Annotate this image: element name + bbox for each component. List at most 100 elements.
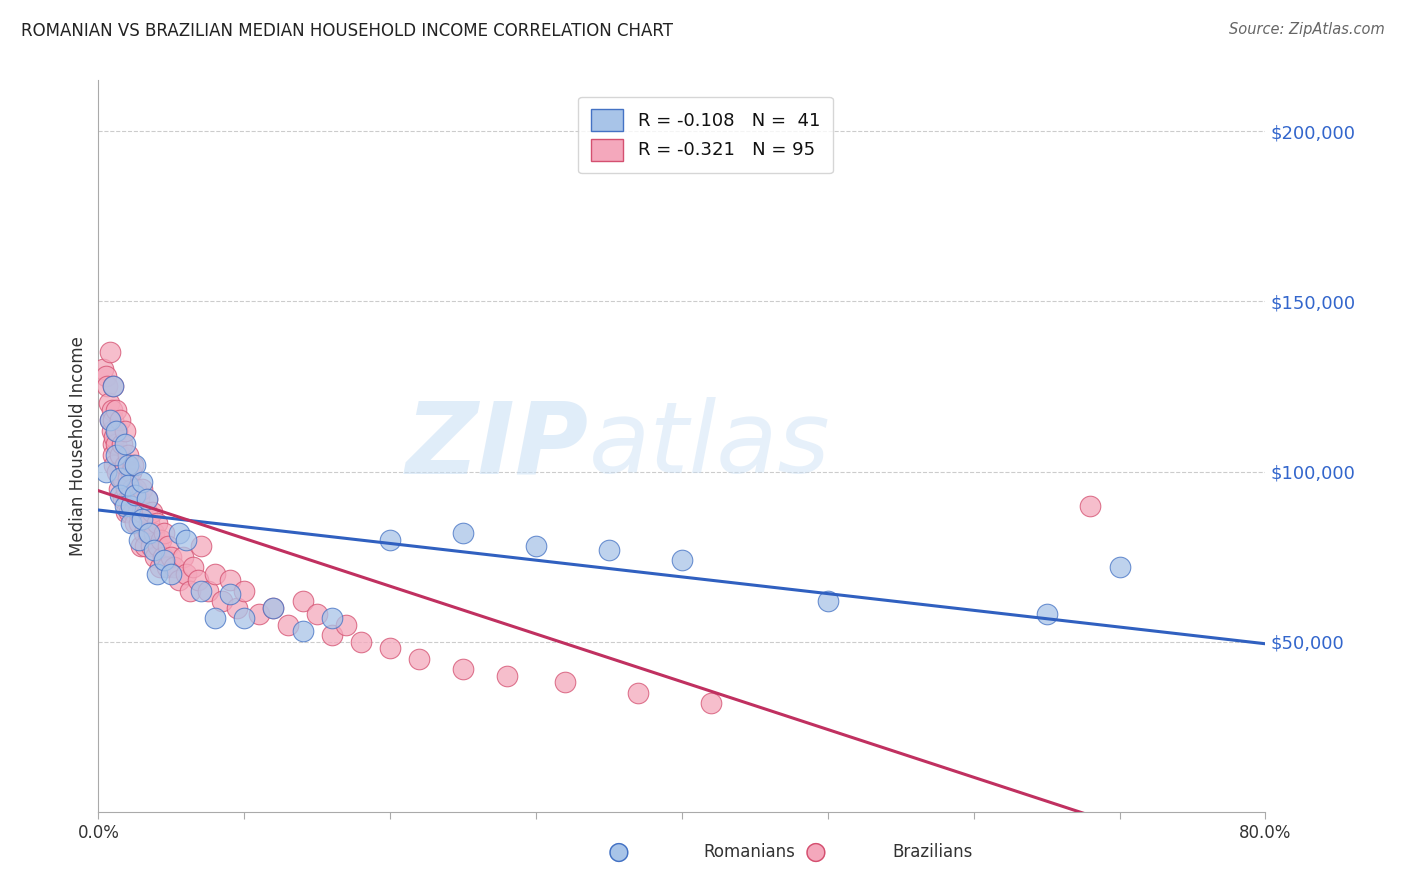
Point	[124, 458, 146, 472]
Point	[100, 403, 122, 417]
Point	[138, 525, 160, 540]
Y-axis label: Median Household Income: Median Household Income	[69, 336, 87, 556]
Point	[117, 448, 139, 462]
Point	[380, 641, 402, 656]
Point	[146, 516, 169, 530]
Point	[94, 369, 117, 384]
Point	[121, 482, 143, 496]
Point	[291, 624, 314, 639]
Point	[291, 594, 314, 608]
Point	[114, 499, 136, 513]
Point	[94, 465, 117, 479]
Point	[128, 533, 150, 547]
Point	[101, 448, 124, 462]
Legend: R = -0.108   N =  41, R = -0.321   N = 95: R = -0.108 N = 41, R = -0.321 N = 95	[578, 96, 832, 173]
Point	[139, 540, 162, 554]
Point	[181, 559, 204, 574]
Point	[153, 525, 176, 540]
Point	[142, 542, 165, 557]
Point	[103, 458, 125, 472]
Point	[128, 491, 150, 506]
Point	[122, 458, 145, 472]
Point	[117, 471, 139, 485]
Point	[115, 505, 138, 519]
Point	[153, 553, 176, 567]
Point	[98, 413, 121, 427]
Point	[124, 491, 146, 506]
Text: ROMANIAN VS BRAZILIAN MEDIAN HOUSEHOLD INCOME CORRELATION CHART: ROMANIAN VS BRAZILIAN MEDIAN HOUSEHOLD I…	[21, 22, 673, 40]
Point	[627, 686, 650, 700]
Point	[190, 583, 212, 598]
Point	[97, 396, 120, 410]
Point	[131, 512, 153, 526]
Point	[451, 662, 474, 676]
Point	[128, 516, 150, 530]
Point	[120, 465, 142, 479]
Point	[554, 675, 576, 690]
Point	[101, 437, 124, 451]
Point	[136, 525, 159, 540]
Point	[108, 482, 131, 496]
Point	[187, 574, 209, 588]
Text: Romanians: Romanians	[703, 843, 794, 861]
Point	[127, 505, 149, 519]
Point	[117, 458, 139, 472]
Point	[167, 525, 190, 540]
Point	[105, 465, 128, 479]
Point	[146, 566, 169, 581]
Point	[101, 379, 124, 393]
Point	[197, 583, 219, 598]
Point	[307, 607, 329, 622]
Point	[321, 611, 343, 625]
Point	[114, 424, 136, 438]
Point	[451, 525, 474, 540]
Point	[335, 617, 357, 632]
Point	[817, 594, 839, 608]
Point	[104, 403, 127, 417]
Point	[122, 505, 145, 519]
Point	[262, 600, 284, 615]
Point	[115, 482, 138, 496]
Point	[190, 540, 212, 554]
Point	[598, 542, 620, 557]
Point	[141, 505, 163, 519]
Point	[156, 559, 179, 574]
Point	[112, 491, 135, 506]
Point	[117, 491, 139, 506]
Point	[167, 574, 190, 588]
Point	[671, 553, 693, 567]
Point	[142, 525, 165, 540]
Point	[110, 488, 132, 502]
Text: ●: ●	[607, 840, 630, 863]
Point	[131, 505, 153, 519]
Point	[150, 533, 173, 547]
Point	[204, 566, 226, 581]
Point	[114, 437, 136, 451]
Point	[98, 345, 121, 359]
Point	[408, 651, 430, 665]
Point	[179, 583, 201, 598]
Point	[110, 448, 132, 462]
Point	[204, 611, 226, 625]
Point	[101, 413, 124, 427]
Point	[135, 505, 157, 519]
Text: Brazilians: Brazilians	[893, 843, 973, 861]
Point	[117, 478, 139, 492]
Point	[124, 516, 146, 530]
Point	[262, 600, 284, 615]
Point	[226, 600, 249, 615]
Point	[233, 611, 256, 625]
Text: ●: ●	[804, 840, 827, 863]
Point	[114, 458, 136, 472]
Point	[172, 549, 194, 564]
Text: Source: ZipAtlas.com: Source: ZipAtlas.com	[1229, 22, 1385, 37]
Point	[160, 549, 183, 564]
Point	[143, 549, 166, 564]
Text: ○: ○	[607, 840, 630, 863]
Point	[218, 587, 240, 601]
Point	[160, 566, 183, 581]
Point	[120, 499, 142, 513]
Point	[233, 583, 256, 598]
Point	[118, 505, 141, 519]
Point	[120, 516, 142, 530]
